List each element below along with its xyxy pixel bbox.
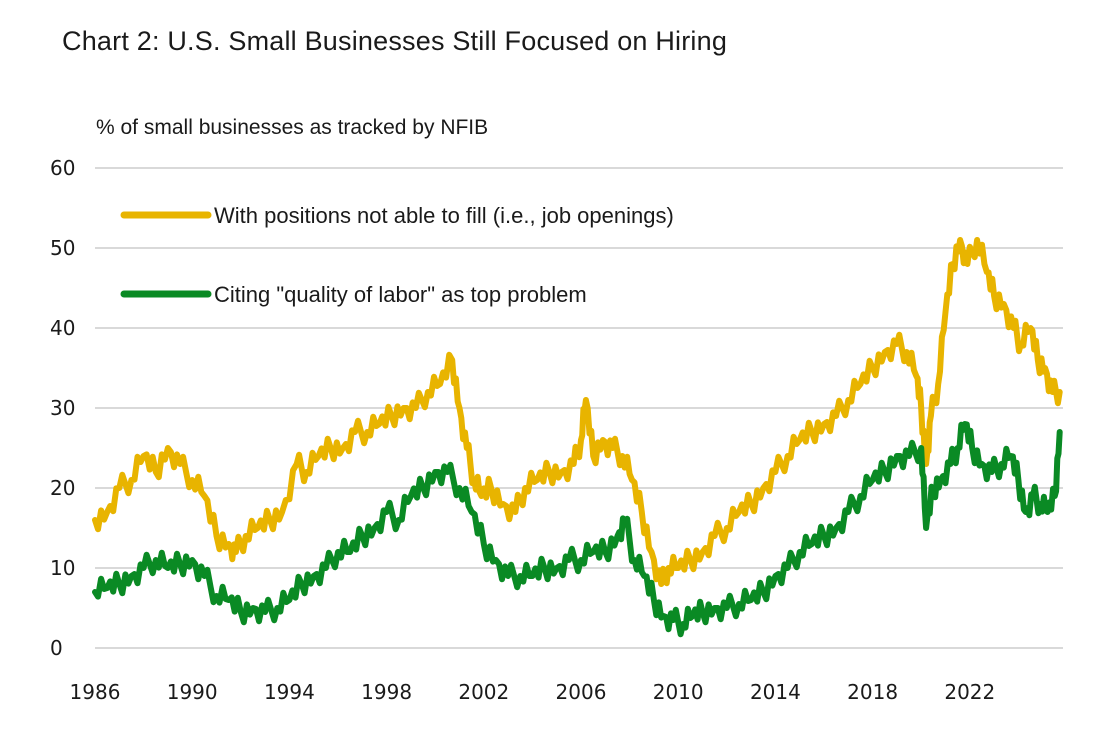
x-tick-label: 2014 (750, 680, 801, 704)
series-lines (92, 237, 1063, 638)
x-tick-label: 2018 (847, 680, 898, 704)
y-axis-label: % of small businesses as tracked by NFIB (96, 116, 489, 139)
gridlines (95, 167, 1063, 649)
x-axis-ticks: 1986 1990 1994 1998 2002 2006 2010 2014 2018 2022 (70, 680, 996, 704)
y-axis-ticks: 0 10 20 30 40 50 60 (50, 156, 75, 660)
x-tick-label: 2022 (944, 680, 995, 704)
x-tick-label: 1990 (167, 680, 218, 704)
legend-label-job-openings: With positions not able to fill (i.e., j… (214, 203, 674, 228)
x-tick-label: 2002 (458, 680, 509, 704)
legend-label-quality-of-labor: Citing "quality of labor" as top problem (214, 282, 587, 307)
y-tick-label: 40 (50, 316, 75, 340)
y-tick-label: 30 (50, 396, 75, 420)
x-tick-label: 1998 (361, 680, 412, 704)
x-tick-label: 2010 (653, 680, 704, 704)
y-tick-label: 60 (50, 156, 75, 180)
chart-title: Chart 2: U.S. Small Businesses Still Foc… (62, 26, 728, 56)
x-tick-label: 1994 (264, 680, 315, 704)
y-tick-label: 10 (50, 556, 75, 580)
series-line-job-openings (92, 237, 1063, 587)
y-tick-label: 0 (50, 636, 63, 660)
y-tick-label: 20 (50, 476, 75, 500)
y-tick-label: 50 (50, 236, 75, 260)
x-tick-label: 1986 (70, 680, 121, 704)
legend: With positions not able to fill (i.e., j… (120, 203, 674, 307)
x-tick-label: 2006 (556, 680, 607, 704)
series-line-quality-of-labor (92, 421, 1063, 638)
